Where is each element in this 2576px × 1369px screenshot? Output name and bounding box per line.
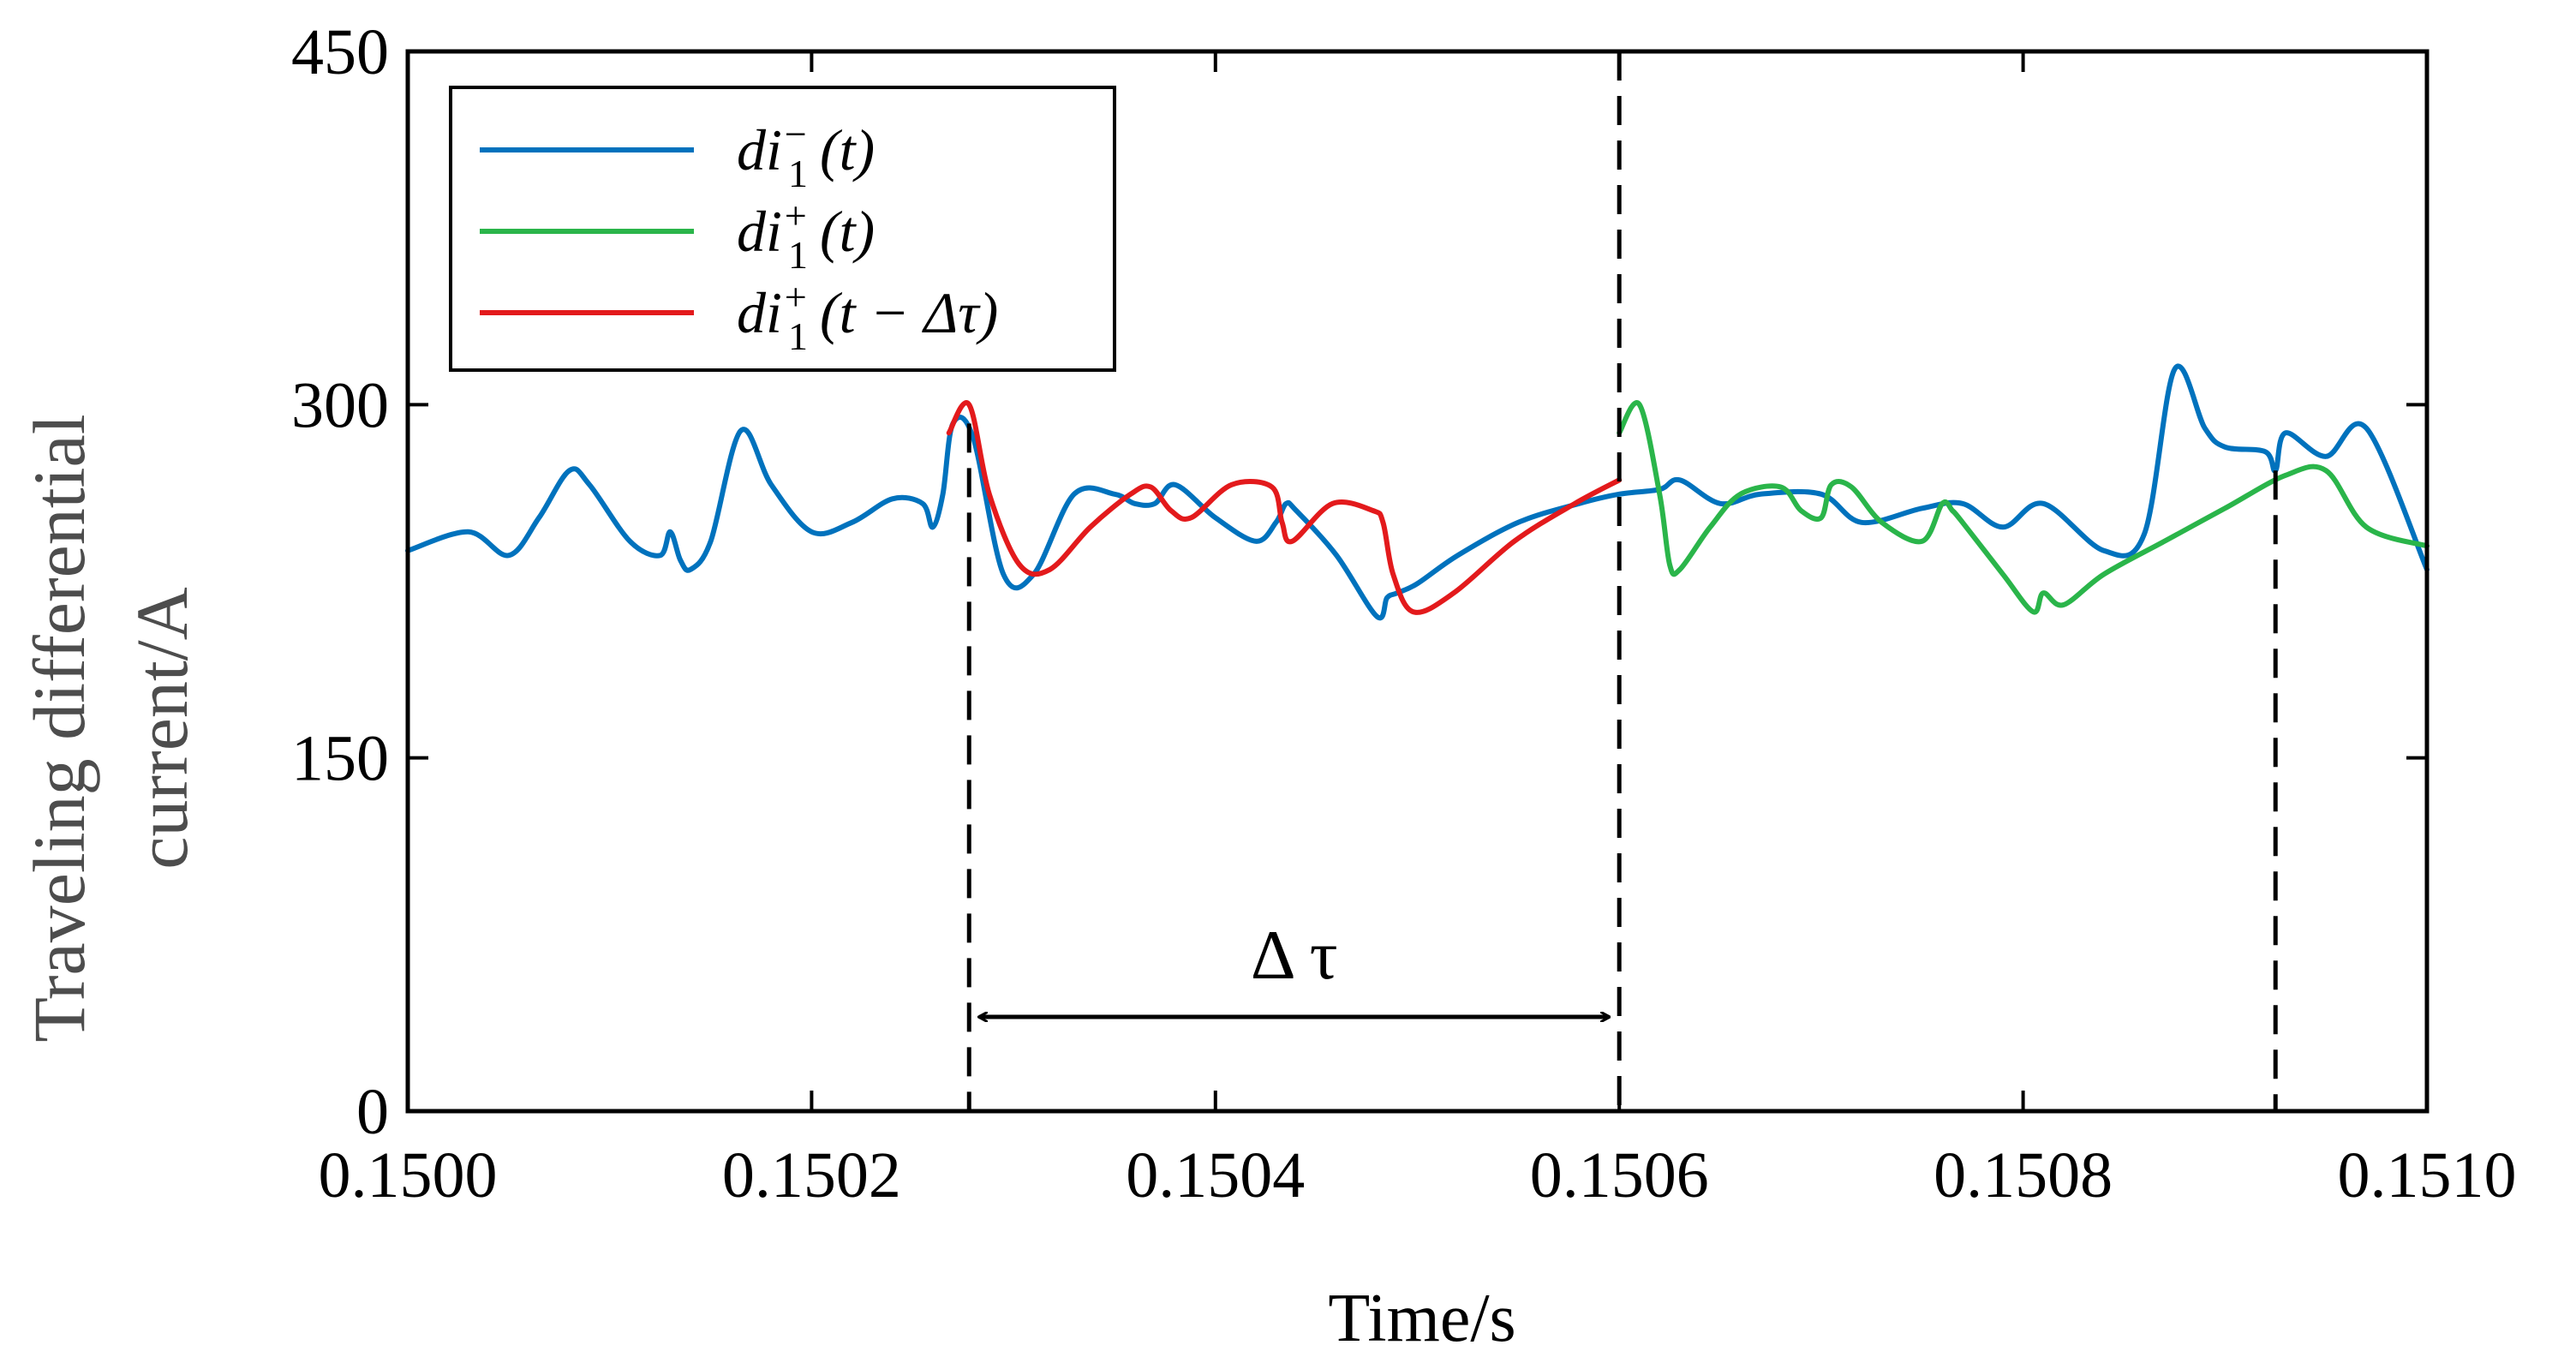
x-axis-ticks: 0.1500 0.1502 0.1504 0.1506 0.1508 0.1510 bbox=[319, 51, 2517, 1211]
legend-sup: + bbox=[782, 275, 809, 319]
y-axis-title-line-1: Traveling differential bbox=[18, 414, 100, 1042]
legend-tail: (t) bbox=[820, 199, 875, 264]
series-line-di1-plus-shifted bbox=[946, 400, 1623, 615]
legend-base: di bbox=[737, 199, 782, 264]
legend: di− 1 (t) di+ 1 (t) di+ 1 (t − Δτ) bbox=[449, 86, 1116, 372]
y-tick-label: 150 bbox=[291, 723, 389, 795]
y-axis-title-line-2: current/A bbox=[121, 587, 203, 870]
legend-sub: 1 bbox=[788, 314, 808, 358]
y-axis-ticks: 0 150 300 450 bbox=[291, 16, 2427, 1148]
series-line-di1-minus bbox=[405, 363, 2430, 621]
delta-tau-label: Δ τ bbox=[1251, 916, 1338, 994]
series-lines bbox=[405, 363, 2430, 621]
series-line-di1-plus bbox=[1617, 400, 2430, 615]
y-tick-label: 450 bbox=[291, 16, 389, 88]
legend-base: di bbox=[737, 280, 782, 345]
x-tick-label: 0.1504 bbox=[1126, 1139, 1305, 1211]
annotations bbox=[966, 51, 2278, 1111]
legend-sub: 1 bbox=[788, 152, 808, 195]
legend-sub: 1 bbox=[788, 233, 808, 277]
legend-sup: + bbox=[782, 194, 809, 237]
legend-tail: (t) bbox=[820, 117, 875, 182]
plot-frame bbox=[405, 49, 2430, 1114]
x-tick-label: 0.1510 bbox=[2338, 1139, 2517, 1211]
legend-entry-di1-minus: di− 1 (t) bbox=[737, 112, 875, 195]
x-tick-label: 0.1508 bbox=[1933, 1139, 2113, 1211]
x-tick-label: 0.1506 bbox=[1530, 1139, 1709, 1211]
legend-entry-di1-plus: di+ 1 (t) bbox=[737, 194, 875, 277]
legend-sup: − bbox=[782, 112, 809, 156]
x-tick-label: 0.1500 bbox=[319, 1139, 498, 1211]
y-tick-label: 0 bbox=[356, 1076, 389, 1148]
legend-entry-di1-plus-shifted: di+ 1 (t − Δτ) bbox=[737, 275, 998, 358]
legend-base: di bbox=[737, 117, 782, 182]
x-tick-label: 0.1502 bbox=[722, 1139, 901, 1211]
legend-tail: (t − Δτ) bbox=[820, 280, 998, 345]
y-tick-label: 300 bbox=[291, 369, 389, 441]
x-axis-title: Time/s bbox=[1328, 1281, 1515, 1356]
